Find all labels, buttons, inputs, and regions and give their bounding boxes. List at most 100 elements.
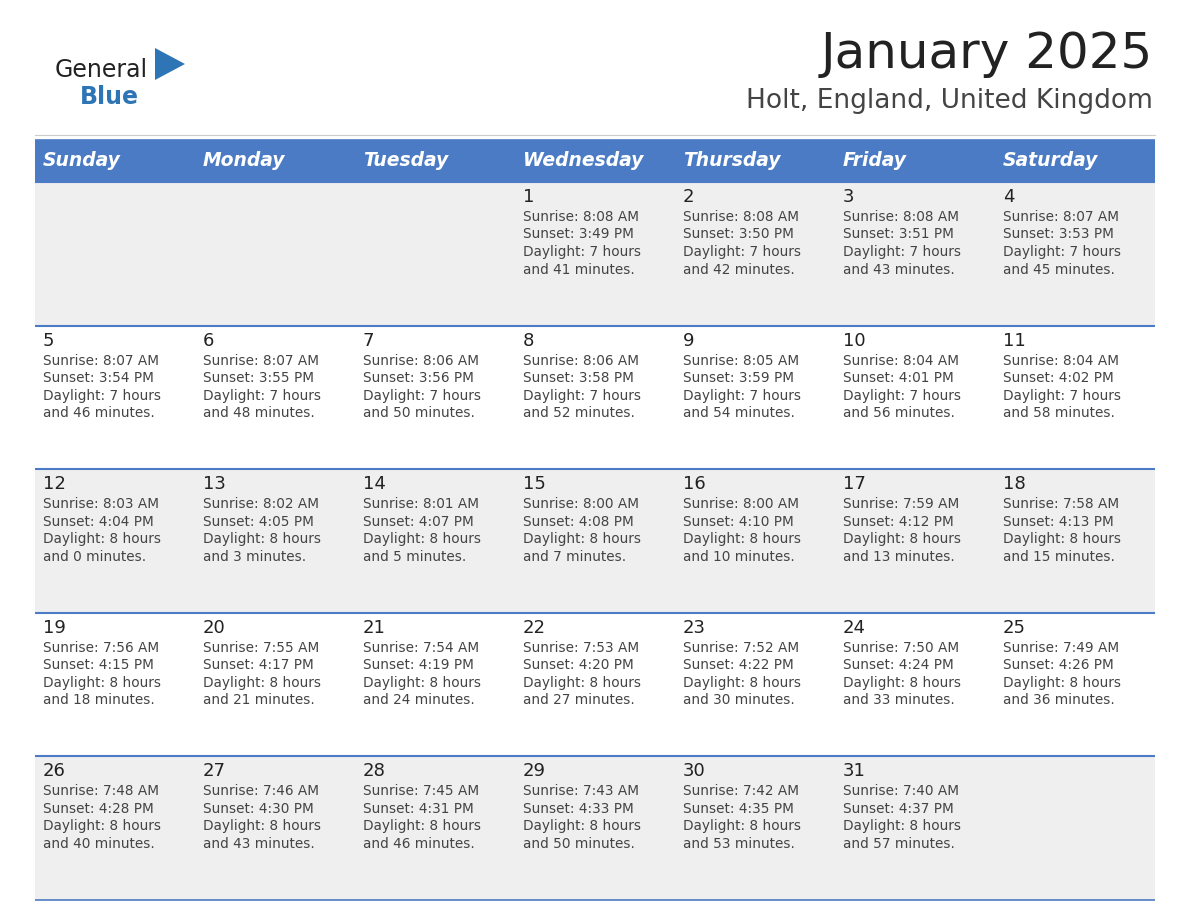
Text: 19: 19 — [43, 619, 65, 637]
Text: Sunrise: 7:58 AM: Sunrise: 7:58 AM — [1003, 498, 1119, 511]
Text: Blue: Blue — [80, 85, 139, 109]
Text: Daylight: 7 hours: Daylight: 7 hours — [683, 245, 801, 259]
Text: Sunset: 3:49 PM: Sunset: 3:49 PM — [523, 228, 634, 241]
Text: Sunrise: 7:49 AM: Sunrise: 7:49 AM — [1003, 641, 1119, 655]
Text: Sunrise: 8:06 AM: Sunrise: 8:06 AM — [523, 353, 639, 367]
Text: General: General — [55, 58, 148, 82]
Text: Daylight: 8 hours: Daylight: 8 hours — [683, 676, 801, 689]
Text: and 7 minutes.: and 7 minutes. — [523, 550, 626, 564]
Text: 27: 27 — [203, 763, 226, 780]
Text: and 18 minutes.: and 18 minutes. — [43, 693, 154, 707]
Text: 10: 10 — [843, 331, 866, 350]
Text: and 0 minutes.: and 0 minutes. — [43, 550, 146, 564]
Text: Sunset: 3:50 PM: Sunset: 3:50 PM — [683, 228, 794, 241]
Text: Daylight: 7 hours: Daylight: 7 hours — [523, 245, 642, 259]
Text: Sunrise: 7:55 AM: Sunrise: 7:55 AM — [203, 641, 320, 655]
Text: Sunset: 4:20 PM: Sunset: 4:20 PM — [523, 658, 633, 672]
Text: Daylight: 8 hours: Daylight: 8 hours — [843, 532, 961, 546]
Text: Sunset: 4:07 PM: Sunset: 4:07 PM — [364, 515, 474, 529]
Text: Sunrise: 8:08 AM: Sunrise: 8:08 AM — [523, 210, 639, 224]
Text: Sunset: 4:08 PM: Sunset: 4:08 PM — [523, 515, 633, 529]
Text: Sunrise: 7:42 AM: Sunrise: 7:42 AM — [683, 784, 800, 799]
Text: Sunset: 4:31 PM: Sunset: 4:31 PM — [364, 802, 474, 816]
Text: 23: 23 — [683, 619, 706, 637]
Text: Daylight: 8 hours: Daylight: 8 hours — [364, 532, 481, 546]
Text: Sunset: 4:02 PM: Sunset: 4:02 PM — [1003, 371, 1114, 385]
Text: Daylight: 8 hours: Daylight: 8 hours — [203, 676, 321, 689]
Text: Sunset: 4:05 PM: Sunset: 4:05 PM — [203, 515, 314, 529]
Text: Tuesday: Tuesday — [364, 151, 448, 171]
Text: Daylight: 8 hours: Daylight: 8 hours — [523, 532, 642, 546]
Text: 21: 21 — [364, 619, 386, 637]
Text: and 52 minutes.: and 52 minutes. — [523, 406, 634, 420]
Text: Daylight: 8 hours: Daylight: 8 hours — [1003, 676, 1121, 689]
Text: 22: 22 — [523, 619, 546, 637]
Text: Daylight: 7 hours: Daylight: 7 hours — [1003, 388, 1121, 403]
Text: Sunrise: 7:45 AM: Sunrise: 7:45 AM — [364, 784, 479, 799]
Text: Daylight: 7 hours: Daylight: 7 hours — [843, 245, 961, 259]
Text: and 56 minutes.: and 56 minutes. — [843, 406, 955, 420]
Text: Sunset: 4:13 PM: Sunset: 4:13 PM — [1003, 515, 1114, 529]
Text: Sunrise: 8:00 AM: Sunrise: 8:00 AM — [523, 498, 639, 511]
Text: and 15 minutes.: and 15 minutes. — [1003, 550, 1114, 564]
Text: and 50 minutes.: and 50 minutes. — [523, 837, 634, 851]
Text: Sunset: 4:10 PM: Sunset: 4:10 PM — [683, 515, 794, 529]
Text: and 10 minutes.: and 10 minutes. — [683, 550, 795, 564]
Text: and 33 minutes.: and 33 minutes. — [843, 693, 955, 707]
Text: 18: 18 — [1003, 476, 1025, 493]
Text: and 54 minutes.: and 54 minutes. — [683, 406, 795, 420]
Text: Sunset: 4:37 PM: Sunset: 4:37 PM — [843, 802, 954, 816]
Text: Sunrise: 8:08 AM: Sunrise: 8:08 AM — [683, 210, 800, 224]
Text: and 50 minutes.: and 50 minutes. — [364, 406, 475, 420]
Text: Sunrise: 8:06 AM: Sunrise: 8:06 AM — [364, 353, 479, 367]
Text: Daylight: 8 hours: Daylight: 8 hours — [203, 532, 321, 546]
Text: 24: 24 — [843, 619, 866, 637]
Text: Sunrise: 7:59 AM: Sunrise: 7:59 AM — [843, 498, 959, 511]
Text: Monday: Monday — [203, 151, 285, 171]
Bar — [34, 756, 1155, 900]
Text: 30: 30 — [683, 763, 706, 780]
Text: Sunset: 3:55 PM: Sunset: 3:55 PM — [203, 371, 314, 385]
Text: Daylight: 7 hours: Daylight: 7 hours — [203, 388, 321, 403]
Text: Thursday: Thursday — [683, 151, 781, 171]
Text: Sunset: 4:15 PM: Sunset: 4:15 PM — [43, 658, 154, 672]
Text: Daylight: 8 hours: Daylight: 8 hours — [523, 676, 642, 689]
Bar — [34, 469, 1155, 613]
Text: Sunset: 4:33 PM: Sunset: 4:33 PM — [523, 802, 633, 816]
Text: and 3 minutes.: and 3 minutes. — [203, 550, 307, 564]
Text: Daylight: 8 hours: Daylight: 8 hours — [203, 820, 321, 834]
Text: Sunset: 4:26 PM: Sunset: 4:26 PM — [1003, 658, 1114, 672]
Text: Daylight: 7 hours: Daylight: 7 hours — [1003, 245, 1121, 259]
Text: 5: 5 — [43, 331, 55, 350]
Text: and 41 minutes.: and 41 minutes. — [523, 263, 634, 276]
Text: Sunrise: 8:02 AM: Sunrise: 8:02 AM — [203, 498, 320, 511]
Text: 13: 13 — [203, 476, 226, 493]
Text: Daylight: 7 hours: Daylight: 7 hours — [843, 388, 961, 403]
Text: Daylight: 8 hours: Daylight: 8 hours — [364, 820, 481, 834]
Text: and 30 minutes.: and 30 minutes. — [683, 693, 795, 707]
Text: 6: 6 — [203, 331, 214, 350]
Text: Sunrise: 8:04 AM: Sunrise: 8:04 AM — [843, 353, 959, 367]
Text: 17: 17 — [843, 476, 866, 493]
Text: 8: 8 — [523, 331, 535, 350]
Text: Sunset: 3:58 PM: Sunset: 3:58 PM — [523, 371, 634, 385]
Text: 9: 9 — [683, 331, 695, 350]
FancyBboxPatch shape — [34, 140, 1155, 182]
Text: Sunrise: 8:07 AM: Sunrise: 8:07 AM — [203, 353, 320, 367]
Text: Sunrise: 8:03 AM: Sunrise: 8:03 AM — [43, 498, 159, 511]
Text: Sunset: 3:56 PM: Sunset: 3:56 PM — [364, 371, 474, 385]
Text: and 27 minutes.: and 27 minutes. — [523, 693, 634, 707]
Text: Sunrise: 7:52 AM: Sunrise: 7:52 AM — [683, 641, 800, 655]
Text: and 45 minutes.: and 45 minutes. — [1003, 263, 1114, 276]
Text: Sunrise: 8:07 AM: Sunrise: 8:07 AM — [1003, 210, 1119, 224]
Text: 2: 2 — [683, 188, 695, 206]
Text: Sunrise: 7:43 AM: Sunrise: 7:43 AM — [523, 784, 639, 799]
Text: Sunrise: 7:54 AM: Sunrise: 7:54 AM — [364, 641, 479, 655]
Text: Sunset: 4:35 PM: Sunset: 4:35 PM — [683, 802, 794, 816]
Text: and 48 minutes.: and 48 minutes. — [203, 406, 315, 420]
Text: 15: 15 — [523, 476, 545, 493]
Text: and 40 minutes.: and 40 minutes. — [43, 837, 154, 851]
Text: Daylight: 8 hours: Daylight: 8 hours — [523, 820, 642, 834]
Text: Daylight: 8 hours: Daylight: 8 hours — [843, 676, 961, 689]
Text: Daylight: 8 hours: Daylight: 8 hours — [683, 820, 801, 834]
